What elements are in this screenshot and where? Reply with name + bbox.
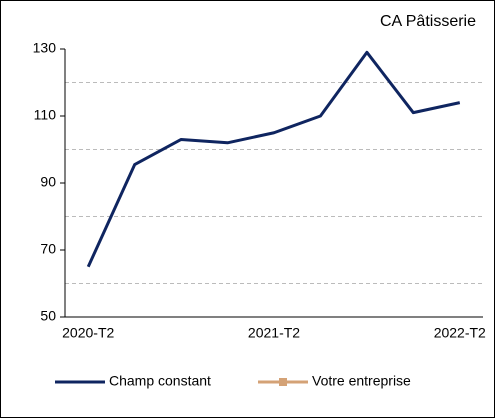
x-tick-label: 2020-T2 (62, 325, 114, 341)
y-tick-label: 50 (40, 308, 56, 324)
legend-label: Votre entreprise (312, 373, 411, 389)
x-tick-label: 2022-T2 (434, 325, 486, 341)
chart-title: CA Pâtisserie (380, 13, 476, 30)
y-tick-label: 70 (40, 241, 56, 257)
x-tick-label: 2021-T2 (248, 325, 300, 341)
line-series (86, 50, 461, 268)
y-tick-label: 110 (34, 107, 57, 123)
y-tick-label: 90 (40, 174, 56, 190)
y-tick-label: 130 (33, 40, 57, 56)
legend-marker (279, 378, 287, 386)
legend-label: Champ constant (109, 373, 211, 389)
